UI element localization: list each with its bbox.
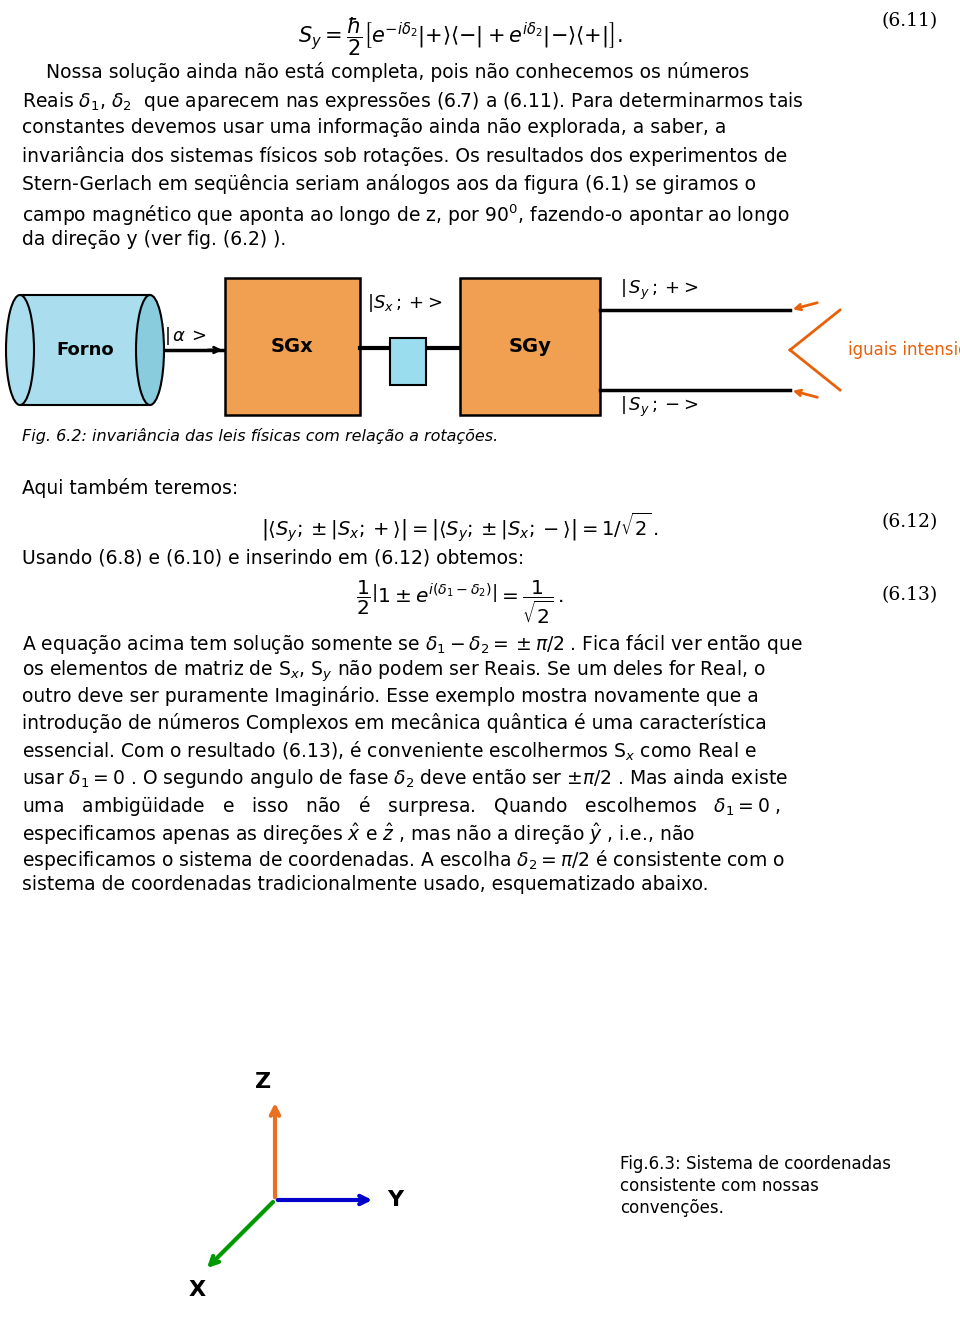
Text: iguais intensidades: iguais intensidades xyxy=(848,340,960,359)
Text: convenções.: convenções. xyxy=(620,1200,724,1217)
Ellipse shape xyxy=(6,295,34,406)
Text: SGy: SGy xyxy=(509,336,551,356)
Text: $|\,\alpha\,>$: $|\,\alpha\,>$ xyxy=(164,325,206,347)
Text: $\left|\langle S_y;\pm|S_x;+\rangle\right| = \left|\langle S_y;\pm|S_x;-\rangle\: $\left|\langle S_y;\pm|S_x;+\rangle\righ… xyxy=(261,509,659,544)
Text: Forno: Forno xyxy=(57,340,114,359)
Text: A equação acima tem solução somente se $\delta_1 - \delta_2 = \pm\pi/2$ . Fica f: A equação acima tem solução somente se $… xyxy=(22,632,803,656)
Text: Reais $\delta_1$, $\delta_2$  que aparecem nas expressões (6.7) a (6.11). Para d: Reais $\delta_1$, $\delta_2$ que aparece… xyxy=(22,90,804,113)
Text: $S_y = \dfrac{\hbar}{2}\left[e^{-i\delta_2}|{+}\rangle\langle{-}| + e^{i\delta_2: $S_y = \dfrac{\hbar}{2}\left[e^{-i\delta… xyxy=(298,15,622,57)
Bar xyxy=(20,295,150,406)
Text: consistente com nossas: consistente com nossas xyxy=(620,1177,819,1194)
Bar xyxy=(460,278,600,415)
Text: especificamos apenas as direções $\hat{x}$ e $\hat{z}$ , mas não a direção $\hat: especificamos apenas as direções $\hat{x… xyxy=(22,821,695,847)
Text: SGx: SGx xyxy=(271,336,314,356)
Text: (6.11): (6.11) xyxy=(881,12,938,31)
Bar xyxy=(225,278,360,415)
Text: $\dfrac{1}{2}\left|1 \pm e^{i(\delta_1 - \delta_2)}\right| = \dfrac{1}{\sqrt{2}}: $\dfrac{1}{2}\left|1 \pm e^{i(\delta_1 -… xyxy=(356,579,564,625)
Text: Fig.6.3: Sistema de coordenadas: Fig.6.3: Sistema de coordenadas xyxy=(620,1154,891,1173)
Text: Z: Z xyxy=(255,1072,271,1092)
Text: introdução de números Complexos em mecânica quântica é uma característica: introdução de números Complexos em mecân… xyxy=(22,713,767,733)
Text: $|S_x\,; +\!>$: $|S_x\,; +\!>$ xyxy=(367,293,443,314)
Text: outro deve ser puramente Imaginário. Esse exemplo mostra novamente que a: outro deve ser puramente Imaginário. Ess… xyxy=(22,686,758,706)
Text: sistema de coordenadas tradicionalmente usado, esquematizado abaixo.: sistema de coordenadas tradicionalmente … xyxy=(22,875,708,894)
Text: Y: Y xyxy=(387,1190,403,1210)
Text: Fig. 6.2: invariância das leis físicas com relação a rotações.: Fig. 6.2: invariância das leis físicas c… xyxy=(22,428,498,444)
Text: X: X xyxy=(188,1279,205,1299)
Text: (6.12): (6.12) xyxy=(881,513,938,531)
Ellipse shape xyxy=(136,295,164,406)
Text: campo magnético que aponta ao longo de z, por 90$^0$, fazendo-o apontar ao longo: campo magnético que aponta ao longo de z… xyxy=(22,202,789,227)
Text: os elementos de matriz de S$_x$, S$_y$ não podem ser Reais. Se um deles for Real: os elementos de matriz de S$_x$, S$_y$ n… xyxy=(22,658,765,685)
Text: Nossa solução ainda não está completa, pois não conhecemos os números: Nossa solução ainda não está completa, p… xyxy=(22,63,749,82)
Bar xyxy=(390,338,426,384)
Text: Usando (6.8) e (6.10) e inserindo em (6.12) obtemos:: Usando (6.8) e (6.10) e inserindo em (6.… xyxy=(22,548,524,567)
Text: Aqui também teremos:: Aqui também teremos: xyxy=(22,477,238,497)
Text: especificamos o sistema de coordenadas. A escolha $\delta_2 = \pi / 2$ é consist: especificamos o sistema de coordenadas. … xyxy=(22,849,785,872)
Text: $|\,S_y\,; -\!>$: $|\,S_y\,; -\!>$ xyxy=(620,395,699,419)
Text: constantes devemos usar uma informação ainda não explorada, a saber, a: constantes devemos usar uma informação a… xyxy=(22,118,727,137)
Text: (6.13): (6.13) xyxy=(881,587,938,604)
Text: $|\,S_y\,; +\!>$: $|\,S_y\,; +\!>$ xyxy=(620,278,699,302)
Text: usar $\delta_1 = 0$ . O segundo angulo de fase $\delta_2$ deve então ser $\pm\pi: usar $\delta_1 = 0$ . O segundo angulo d… xyxy=(22,767,788,790)
Text: da direção y (ver fig. (6.2) ).: da direção y (ver fig. (6.2) ). xyxy=(22,230,286,249)
Text: invariância dos sistemas físicos sob rotações. Os resultados dos experimentos de: invariância dos sistemas físicos sob rot… xyxy=(22,146,787,166)
Text: Stern-Gerlach em seqüência seriam análogos aos da figura (6.1) se giramos o: Stern-Gerlach em seqüência seriam análog… xyxy=(22,174,756,194)
Text: essencial. Com o resultado (6.13), é conveniente escolhermos S$_x$ como Real e: essencial. Com o resultado (6.13), é con… xyxy=(22,739,757,763)
Text: uma   ambigüidade   e   isso   não   é   surpresa.   Quando   escolhemos   $\del: uma ambigüidade e isso não é surpresa. Q… xyxy=(22,794,781,818)
